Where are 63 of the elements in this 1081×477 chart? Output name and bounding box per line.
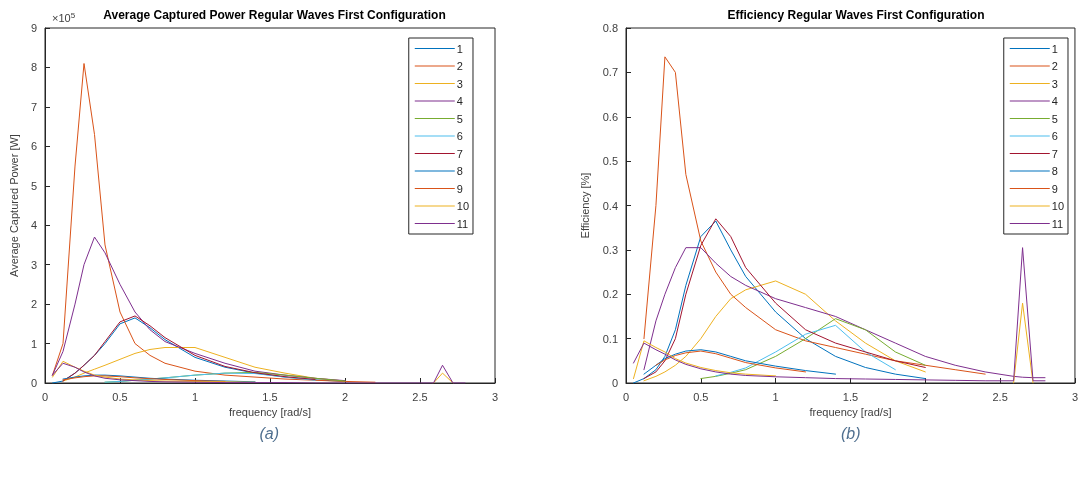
y-tick-label: 0.3 — [602, 243, 618, 256]
x-axis-title: frequency [rad/s] — [809, 406, 892, 419]
legend-label: 11 — [1051, 217, 1064, 230]
x-tick-label: 0.5 — [693, 390, 709, 403]
x-tick-label: 1 — [772, 390, 779, 403]
y-tick-label: 7 — [30, 100, 37, 113]
legend-label: 3 — [456, 77, 463, 90]
x-tick-label: 1.5 — [262, 390, 278, 403]
y-tick-label: 0.2 — [602, 288, 618, 301]
legend-label: 1 — [456, 42, 463, 55]
y-axis-title: Average Captured Power [W] — [7, 134, 20, 277]
legend-label: 10 — [1051, 200, 1065, 212]
y-tick-label: 0.1 — [602, 332, 618, 345]
text: (b) — [841, 424, 861, 442]
legend-label: 2 — [1051, 60, 1058, 72]
legend-label: 9 — [456, 182, 463, 195]
legend-label: 3 — [1051, 77, 1058, 90]
legend-label: 4 — [1051, 95, 1058, 107]
legend-label: 7 — [1051, 147, 1058, 160]
x-tick-label: 0 — [41, 390, 49, 403]
y-tick-label: 8 — [30, 61, 37, 74]
x-axis-title: frequency [rad/s] — [229, 406, 311, 419]
y-tick-label: 9 — [30, 22, 37, 34]
x-tick-label: 3 — [491, 390, 499, 403]
legend-label: 10 — [456, 200, 470, 212]
y-tick-label: 0 — [611, 377, 618, 389]
legend-label: 5 — [1051, 112, 1058, 125]
legend-label: 5 — [456, 112, 463, 125]
x-tick-label: 2.5 — [412, 390, 428, 403]
y-axis-title: Efficiency [%] — [578, 172, 591, 239]
legend-label: 4 — [456, 95, 463, 107]
legend-label: 9 — [1051, 182, 1058, 195]
y-tick-label: 0.7 — [602, 66, 618, 79]
y-tick-label: 4 — [30, 219, 37, 232]
y-tick-label: 1 — [30, 337, 37, 350]
y-tick-label: 0 — [30, 377, 37, 389]
x-tick-label: 2 — [341, 390, 349, 403]
legend-label: 2 — [456, 60, 463, 72]
x-tick-label: 0 — [622, 390, 630, 403]
text: (a) — [259, 424, 280, 442]
y-tick-label: 5 — [30, 179, 37, 192]
y-tick-label: 0.4 — [602, 199, 618, 212]
legend-label: 6 — [1051, 130, 1058, 142]
legend-label: 8 — [456, 165, 463, 177]
x-tick-label: 2 — [922, 390, 929, 403]
x-tick-label: 0.5 — [112, 390, 128, 403]
y-tick-label: 0.6 — [602, 110, 618, 123]
legend-label: 1 — [1051, 42, 1058, 55]
legend-label: 8 — [1051, 165, 1058, 177]
y-tick-label: 6 — [30, 140, 37, 153]
chart-title: Average Captured Power Regular Waves First Configuration — [103, 8, 446, 22]
legend-label: 6 — [456, 130, 463, 142]
x-tick-label: 3 — [1071, 390, 1078, 403]
x-tick-label: 1 — [191, 390, 199, 403]
y-tick-label: 0.8 — [602, 22, 618, 34]
x-tick-label: 1.5 — [842, 390, 859, 403]
legend-label: 7 — [456, 147, 463, 160]
legend-label: 11 — [456, 217, 469, 230]
chart-title: Efficiency Regular Waves First Configuration — [727, 8, 985, 22]
y-tick-label: 3 — [30, 258, 37, 271]
y-tick-label: 0.5 — [602, 155, 618, 168]
y-tick-label: 2 — [30, 298, 37, 311]
x-tick-label: 2.5 — [992, 390, 1008, 403]
